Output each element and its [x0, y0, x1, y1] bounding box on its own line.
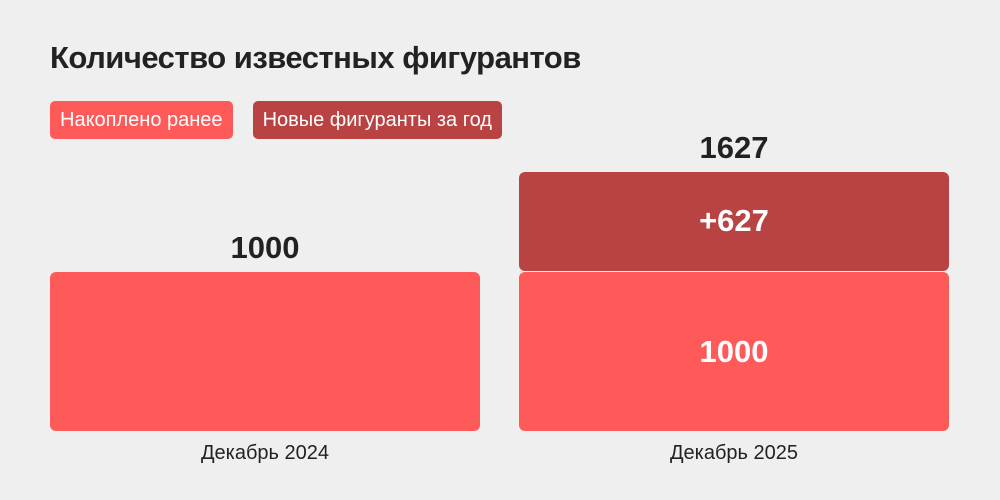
- bar-segment-new: +627: [519, 171, 949, 271]
- legend-item-new: Новые фигуранты за год: [252, 101, 502, 139]
- total-label: 1000: [230, 230, 300, 265]
- category-label: Декабрь 2025: [669, 442, 799, 464]
- bar-segment-accumulated: 1000: [519, 272, 949, 431]
- legend-item-accumulated: Накоплено ранее: [50, 101, 233, 139]
- category-label: Декабрь 2024: [200, 442, 330, 464]
- data-label: 1000: [699, 333, 769, 369]
- total-label: 1627: [699, 129, 769, 165]
- legend: Накоплено ранее Новые фигуранты за год: [50, 101, 502, 139]
- data-label: +627: [699, 203, 769, 239]
- chart-title: Количество известных фигурантов: [50, 40, 581, 75]
- bar-segment-accumulated: [50, 272, 480, 431]
